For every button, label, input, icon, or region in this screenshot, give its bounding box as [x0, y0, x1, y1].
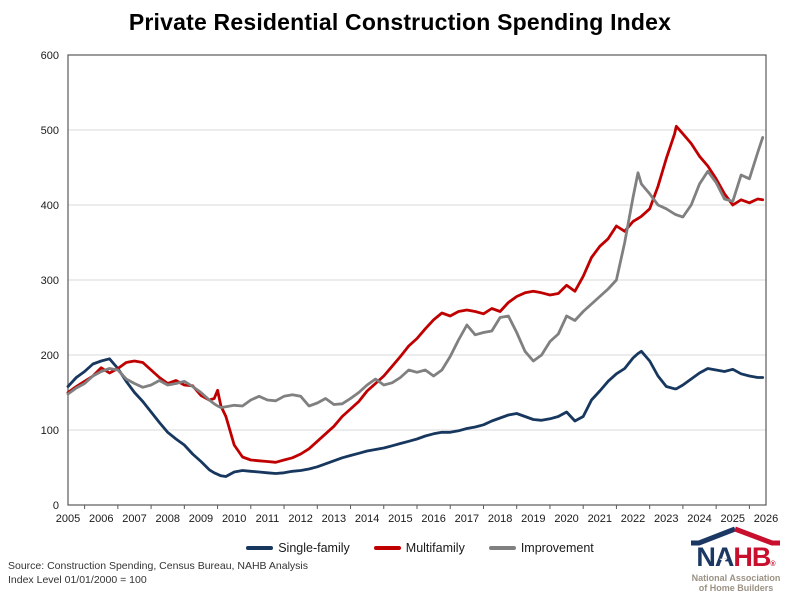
nahb-roof-icon [691, 526, 780, 546]
source-note: Source: Construction Spending, Census Bu… [8, 559, 308, 587]
source-line-1: Source: Construction Spending, Census Bu… [8, 560, 308, 572]
x-tick-label: 2014 [355, 513, 379, 525]
source-line-2: Index Level 01/01/2000 = 100 [8, 574, 147, 586]
nahb-tagline: National Association of Home Builders [678, 573, 794, 593]
x-tick-label: 2015 [388, 513, 412, 525]
x-tick-label: 2023 [654, 513, 678, 525]
x-tick-label: 2017 [455, 513, 479, 525]
legend-label: Single-family [278, 541, 350, 555]
x-tick-label: 2020 [554, 513, 578, 525]
star-icon: ★ [719, 555, 728, 565]
x-tick-label: 2013 [322, 513, 346, 525]
x-tick-label: 2005 [56, 513, 80, 525]
nahb-wordmark: NAHB® ★ [696, 544, 775, 571]
series-line-multifamily [66, 124, 765, 464]
registered-mark-icon: ® [770, 561, 776, 568]
y-tick-label: 600 [41, 50, 59, 62]
x-tick-label: 2025 [721, 513, 745, 525]
x-tick-label: 2010 [222, 513, 246, 525]
nahb-tagline-line-2: of Home Builders [698, 583, 774, 593]
nahb-na-text: NA [696, 542, 734, 572]
legend-label: Multifamily [405, 541, 465, 555]
x-tick-label: 2024 [687, 513, 711, 525]
x-tick-label: 2019 [521, 513, 545, 525]
improvement-line-swatch [488, 546, 516, 550]
x-tick-label: 2022 [621, 513, 645, 525]
y-tick-label: 200 [41, 350, 59, 362]
y-tick-label: 300 [41, 275, 59, 287]
chart-legend: Single-family Multifamily Improvement [40, 541, 800, 555]
series-line-single-family [66, 349, 765, 478]
nahb-tagline-line-1: National Association [691, 573, 781, 583]
single-family-line-swatch [246, 546, 274, 550]
x-tick-label: 2006 [89, 513, 113, 525]
multifamily-line-swatch [373, 546, 401, 550]
legend-item-single-family: Single-family [246, 541, 350, 555]
x-tick-label: 2011 [256, 513, 280, 525]
y-tick-label: 500 [41, 125, 59, 137]
nahb-hb-text: HB [733, 542, 771, 572]
x-tick-label: 2008 [155, 513, 179, 525]
x-tick-label: 2026 [754, 513, 778, 525]
x-tick-label: 2009 [189, 513, 213, 525]
legend-item-multifamily: Multifamily [373, 541, 465, 555]
y-tick-label: 400 [41, 200, 59, 212]
y-tick-label: 0 [53, 500, 59, 512]
x-tick-label: 2012 [288, 513, 312, 525]
legend-item-improvement: Improvement [488, 541, 594, 555]
x-tick-label: 2016 [421, 513, 445, 525]
chart-title: Private Residential Construction Spendin… [128, 9, 672, 35]
y-tick-label: 100 [41, 425, 59, 437]
x-tick-label: 2018 [488, 513, 512, 525]
x-tick-label: 2021 [588, 513, 612, 525]
legend-label: Improvement [520, 541, 594, 555]
nahb-logo: NAHB® ★ National Association of Home Bui… [678, 526, 794, 593]
x-tick-label: 2007 [122, 513, 146, 525]
series-line-improvement [66, 136, 765, 409]
